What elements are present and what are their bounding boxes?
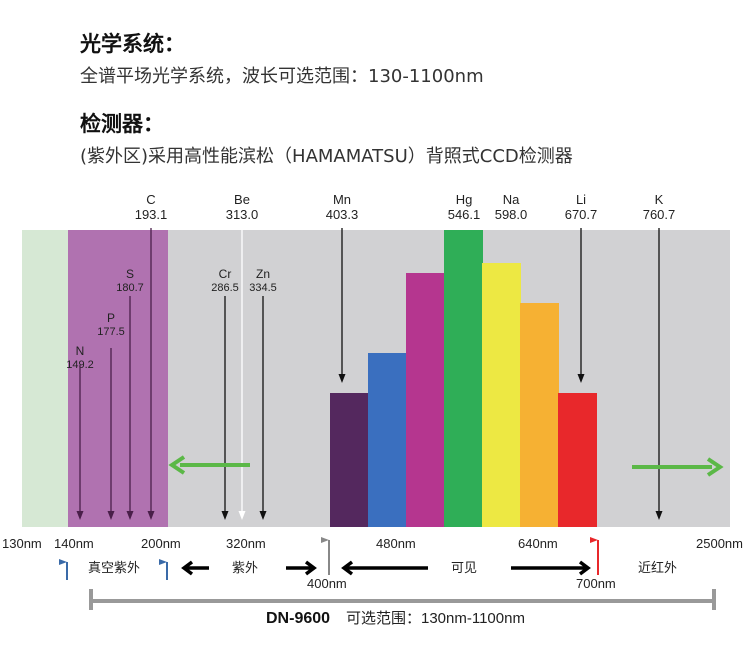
visible-arrow-left xyxy=(341,560,428,576)
element-wavelength-li: 670.7 xyxy=(565,207,598,222)
element-symbol-c: C xyxy=(146,192,155,207)
arrowhead-icon xyxy=(126,511,134,520)
tick-200: 200nm xyxy=(141,536,181,551)
vacuum-uv-band xyxy=(68,230,168,527)
element-symbol-mn: Mn xyxy=(333,192,351,207)
arrowhead-icon xyxy=(221,511,229,520)
element-symbol-zn: Zn xyxy=(256,267,270,281)
uv-arrow-left xyxy=(181,560,209,576)
arrowhead-icon xyxy=(107,511,115,520)
vacuum-uv-edge-band xyxy=(22,230,68,527)
element-symbol-s: S xyxy=(126,267,134,281)
element-wavelength-hg: 546.1 xyxy=(448,207,481,222)
tick-320: 320nm xyxy=(226,536,266,551)
element-wavelength-p: 177.5 xyxy=(97,326,125,338)
element-symbol-hg: Hg xyxy=(456,192,473,207)
tick-640: 640nm xyxy=(518,536,558,551)
boundary-arrows xyxy=(59,537,599,580)
tick-480: 480nm xyxy=(376,536,416,551)
arrowhead-icon xyxy=(147,511,155,520)
spectrum-bar-1 xyxy=(330,393,369,527)
spectrum-bar-4 xyxy=(444,230,483,527)
marker-400: 400nm xyxy=(307,576,347,591)
range-text: 可选范围：130nm-1100nm xyxy=(346,610,525,627)
region-near-ir: 近红外 xyxy=(638,560,677,575)
element-symbol-p: P xyxy=(107,311,115,325)
element-symbol-be: Be xyxy=(234,192,250,207)
tick-140: 140nm xyxy=(54,536,94,551)
region-visible: 可见 xyxy=(451,560,477,575)
region-uv: 紫外 xyxy=(232,560,258,575)
uv-arrow-right xyxy=(286,560,317,576)
spectrum-bar-6 xyxy=(520,303,559,527)
element-symbol-li: Li xyxy=(576,192,586,207)
element-wavelength-zn: 334.5 xyxy=(249,282,277,294)
element-wavelength-cr: 286.5 xyxy=(211,282,239,294)
arrowhead-icon xyxy=(338,374,346,383)
marker-700: 700nm xyxy=(576,576,616,591)
region-vacuum-uv: 真空紫外 xyxy=(88,560,140,575)
detector-heading: 检测器： xyxy=(80,112,164,136)
green-arrowhead-right xyxy=(706,457,724,477)
element-wavelength-be: 313.0 xyxy=(226,207,259,222)
optics-heading: 光学系统： xyxy=(80,32,185,56)
element-wavelength-mn: 403.3 xyxy=(326,207,359,222)
arrowhead-icon xyxy=(577,374,585,383)
arrowhead-icon xyxy=(238,511,246,520)
element-symbol-n: N xyxy=(76,344,85,358)
element-wavelength-s: 180.7 xyxy=(116,282,144,294)
tick-130: 130nm xyxy=(2,536,42,551)
detector-text: (紫外区)采用高性能滨松（HAMAMATSU）背照式CCD检测器 xyxy=(80,146,573,167)
arrowhead-icon xyxy=(655,511,663,520)
arrowhead-icon xyxy=(76,511,84,520)
element-symbol-na: Na xyxy=(503,192,520,207)
visible-arrow-right xyxy=(511,560,591,576)
element-symbol-cr: Cr xyxy=(219,267,232,281)
optics-text: 全谱平场光学系统，波长可选范围：130-1100nm xyxy=(80,66,484,87)
green-arrowhead-left xyxy=(168,455,186,475)
element-symbol-k: K xyxy=(655,192,664,207)
tick-2500: 2500nm xyxy=(696,536,743,551)
element-wavelength-c: 193.1 xyxy=(135,207,168,222)
spectrum-bar-2 xyxy=(368,353,407,527)
arrowhead-icon xyxy=(259,511,267,520)
spectrum-bar-3 xyxy=(406,273,445,527)
element-wavelength-na: 598.0 xyxy=(495,207,528,222)
element-wavelength-k: 760.7 xyxy=(643,207,676,222)
spectrum-bar-5 xyxy=(482,263,521,527)
range-model: DN-9600 xyxy=(266,610,330,627)
spectrum-bar-7 xyxy=(558,393,597,527)
range-bar xyxy=(89,589,716,610)
